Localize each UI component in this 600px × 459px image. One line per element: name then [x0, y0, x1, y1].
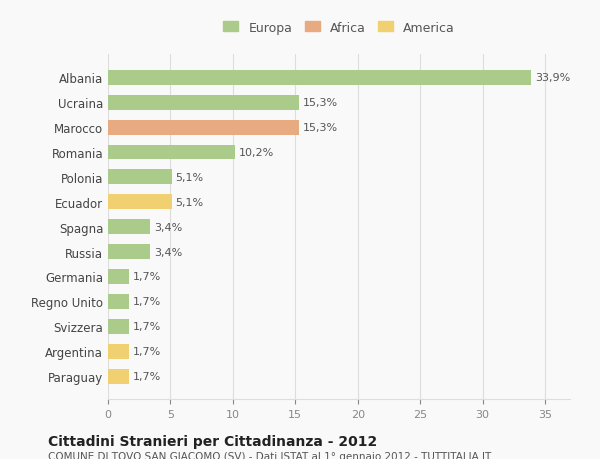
Text: Cittadini Stranieri per Cittadinanza - 2012: Cittadini Stranieri per Cittadinanza - 2…: [48, 434, 377, 448]
Bar: [108, 294, 129, 309]
Bar: [108, 344, 129, 359]
Text: 1,7%: 1,7%: [133, 322, 161, 331]
Text: 10,2%: 10,2%: [239, 148, 274, 158]
Bar: [108, 170, 172, 185]
Text: 1,7%: 1,7%: [133, 297, 161, 307]
Text: 3,4%: 3,4%: [154, 247, 182, 257]
Bar: [108, 71, 531, 86]
Bar: [108, 120, 299, 135]
Text: 1,7%: 1,7%: [133, 347, 161, 356]
Text: 15,3%: 15,3%: [303, 98, 338, 108]
Text: COMUNE DI TOVO SAN GIACOMO (SV) - Dati ISTAT al 1° gennaio 2012 - TUTTITALIA.IT: COMUNE DI TOVO SAN GIACOMO (SV) - Dati I…: [48, 451, 491, 459]
Text: 3,4%: 3,4%: [154, 222, 182, 232]
Bar: [108, 319, 129, 334]
Text: 5,1%: 5,1%: [175, 173, 203, 183]
Bar: [108, 220, 151, 235]
Bar: [108, 95, 299, 111]
Bar: [108, 245, 151, 259]
Text: 1,7%: 1,7%: [133, 272, 161, 282]
Text: 15,3%: 15,3%: [303, 123, 338, 133]
Text: 1,7%: 1,7%: [133, 371, 161, 381]
Text: 33,9%: 33,9%: [535, 73, 570, 83]
Text: 5,1%: 5,1%: [175, 197, 203, 207]
Legend: Europa, Africa, America: Europa, Africa, America: [218, 17, 460, 39]
Bar: [108, 195, 172, 210]
Bar: [108, 269, 129, 284]
Bar: [108, 145, 235, 160]
Bar: [108, 369, 129, 384]
